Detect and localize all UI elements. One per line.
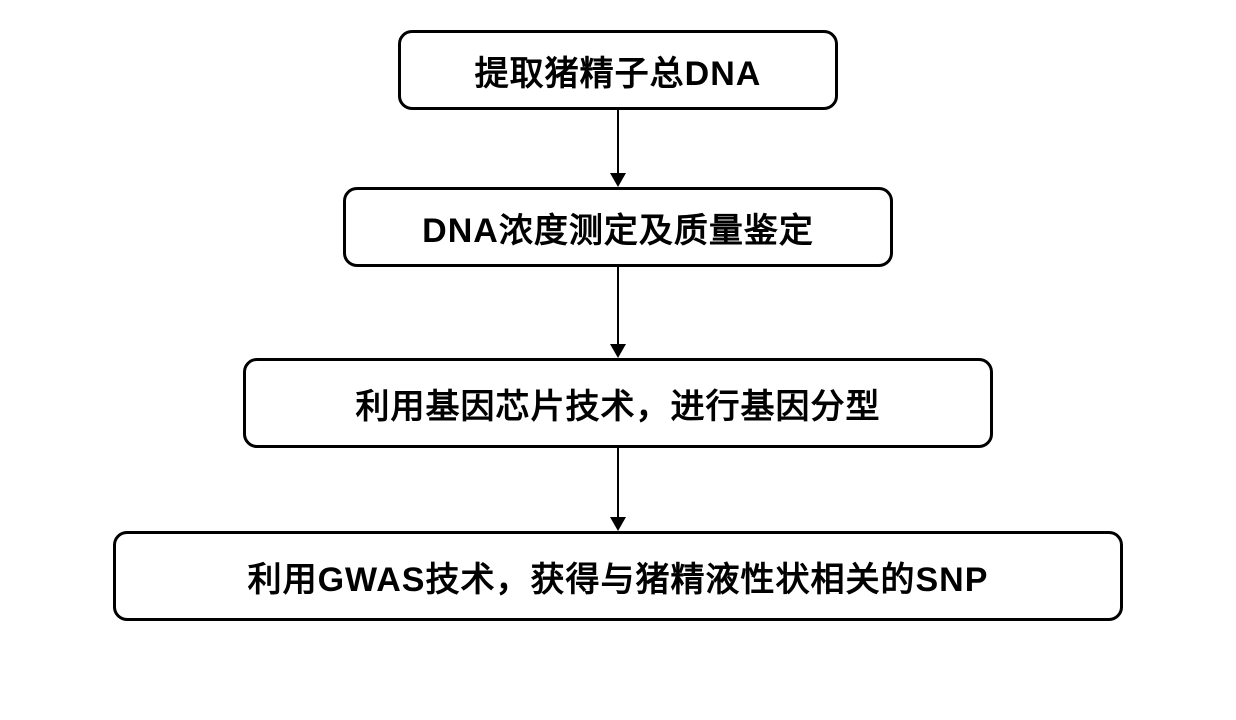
step-4-box: 利用GWAS技术，获得与猪精液性状相关的SNP	[113, 531, 1123, 621]
step-2-box: DNA浓度测定及质量鉴定	[343, 187, 893, 267]
arrow-2	[610, 267, 626, 358]
arrow-3	[610, 448, 626, 531]
arrow-1	[610, 110, 626, 187]
step-4-label: 利用GWAS技术，获得与猪精液性状相关的SNP	[248, 552, 989, 601]
step-1-box: 提取猪精子总DNA	[398, 30, 838, 110]
arrow-line	[617, 110, 619, 174]
step-2-label: DNA浓度测定及质量鉴定	[422, 203, 814, 252]
arrow-head-icon	[610, 173, 626, 187]
step-3-label: 利用基因芯片技术，进行基因分型	[356, 379, 881, 428]
step-1-label: 提取猪精子总DNA	[475, 46, 762, 95]
arrow-head-icon	[610, 517, 626, 531]
flowchart-container: 提取猪精子总DNA DNA浓度测定及质量鉴定 利用基因芯片技术，进行基因分型 利…	[113, 30, 1123, 621]
arrow-line	[617, 448, 619, 518]
arrow-line	[617, 267, 619, 345]
step-3-box: 利用基因芯片技术，进行基因分型	[243, 358, 993, 448]
arrow-head-icon	[610, 344, 626, 358]
